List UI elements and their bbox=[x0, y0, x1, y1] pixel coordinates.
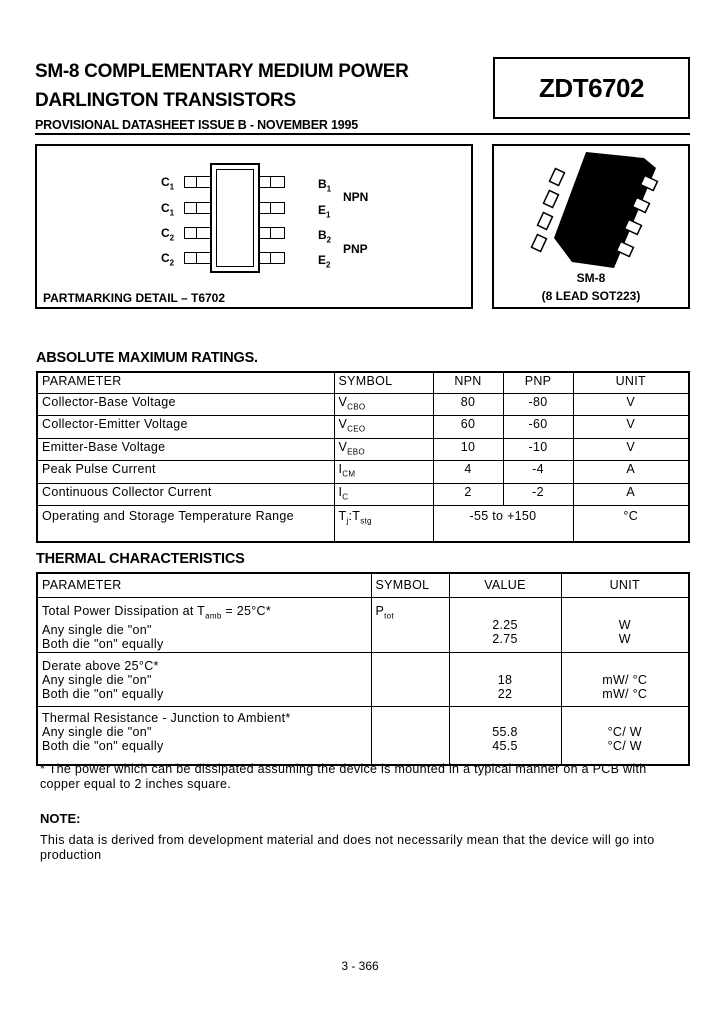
note-text: This data is derived from development ma… bbox=[40, 833, 655, 862]
table-row: Collector-Emitter Voltage VCEO 60 -60 V bbox=[36, 415, 690, 439]
subtitle: PROVISIONAL DATASHEET ISSUE B - NOVEMBER… bbox=[35, 118, 359, 132]
pin-label: C2 bbox=[161, 226, 175, 243]
pin-label: E1 bbox=[318, 203, 331, 220]
package-image bbox=[530, 152, 659, 268]
pin bbox=[184, 252, 211, 264]
pin bbox=[258, 202, 285, 214]
package-name: SM-8 bbox=[576, 271, 606, 285]
partmarking-detail: PARTMARKING DETAIL – T6702 bbox=[43, 291, 226, 305]
title-line1: SM-8 COMPLEMENTARY MEDIUM POWER bbox=[35, 61, 409, 82]
pin-label: C1 bbox=[161, 175, 175, 192]
pnp-label: PNP bbox=[343, 242, 368, 256]
thermal-footnote: * The power which can be dissipated assu… bbox=[40, 762, 647, 791]
pin-label: E2 bbox=[318, 253, 331, 270]
table-row: Total Power Dissipation at Tamb = 25°C* A… bbox=[36, 596, 690, 653]
pin bbox=[258, 176, 285, 188]
npn-label: NPN bbox=[343, 190, 369, 204]
table-row: Peak Pulse Current ICM 4 -4 A bbox=[36, 460, 690, 484]
thermal-heading: THERMAL CHARACTERISTICS bbox=[36, 551, 245, 567]
table-header-row: PARAMETER SYMBOL NPN PNP UNIT bbox=[36, 371, 690, 394]
abs-max-table: PARAMETER SYMBOL NPN PNP UNIT Collector-Base… bbox=[36, 371, 690, 543]
table-header-row: PARAMETER SYMBOL VALUE UNIT bbox=[36, 572, 690, 598]
part-number: ZDT6702 bbox=[539, 72, 644, 103]
part-number-box: ZDT6702 bbox=[493, 57, 690, 119]
pinout-diagram: C1 C1 C2 C2 B1 E1 B2 E2 NPN PNP PARTMARK… bbox=[35, 144, 473, 309]
pin bbox=[258, 227, 285, 239]
table-row: Emitter-Base Voltage VEBO 10 -10 V bbox=[36, 437, 690, 461]
table-row: Thermal Resistance - Junction to Ambient… bbox=[36, 706, 690, 765]
pin bbox=[258, 252, 285, 264]
pin-label: C1 bbox=[161, 201, 175, 218]
note-heading: NOTE: bbox=[40, 811, 81, 826]
table-row: Continuous Collector Current IC 2 -2 A bbox=[36, 482, 690, 506]
title-line2: DARLINGTON TRANSISTORS bbox=[35, 90, 296, 111]
abs-max-heading: ABSOLUTE MAXIMUM RATINGS. bbox=[36, 350, 258, 366]
pin bbox=[184, 227, 211, 239]
pin-label: C2 bbox=[161, 251, 175, 268]
page-number: 3 - 366 bbox=[341, 959, 379, 973]
package-desc: (8 LEAD SOT223) bbox=[541, 289, 641, 303]
thermal-table: PARAMETER SYMBOL VALUE UNIT Total Power Dis… bbox=[36, 572, 690, 766]
table-row: Derate above 25°C* Any single die "on" Bot… bbox=[36, 652, 690, 707]
package-box: SM-8 (8 LEAD SOT223) bbox=[492, 144, 690, 309]
header-rule bbox=[35, 133, 690, 135]
table-row: Collector-Base Voltage VCBO 80 -80 V bbox=[36, 392, 690, 416]
pin bbox=[184, 202, 211, 214]
pin bbox=[184, 176, 211, 188]
pin-label: B2 bbox=[318, 228, 332, 245]
pin-label: B1 bbox=[318, 177, 332, 194]
table-row: Operating and Storage Temperature Range T… bbox=[36, 505, 690, 542]
chip-body bbox=[210, 163, 260, 273]
